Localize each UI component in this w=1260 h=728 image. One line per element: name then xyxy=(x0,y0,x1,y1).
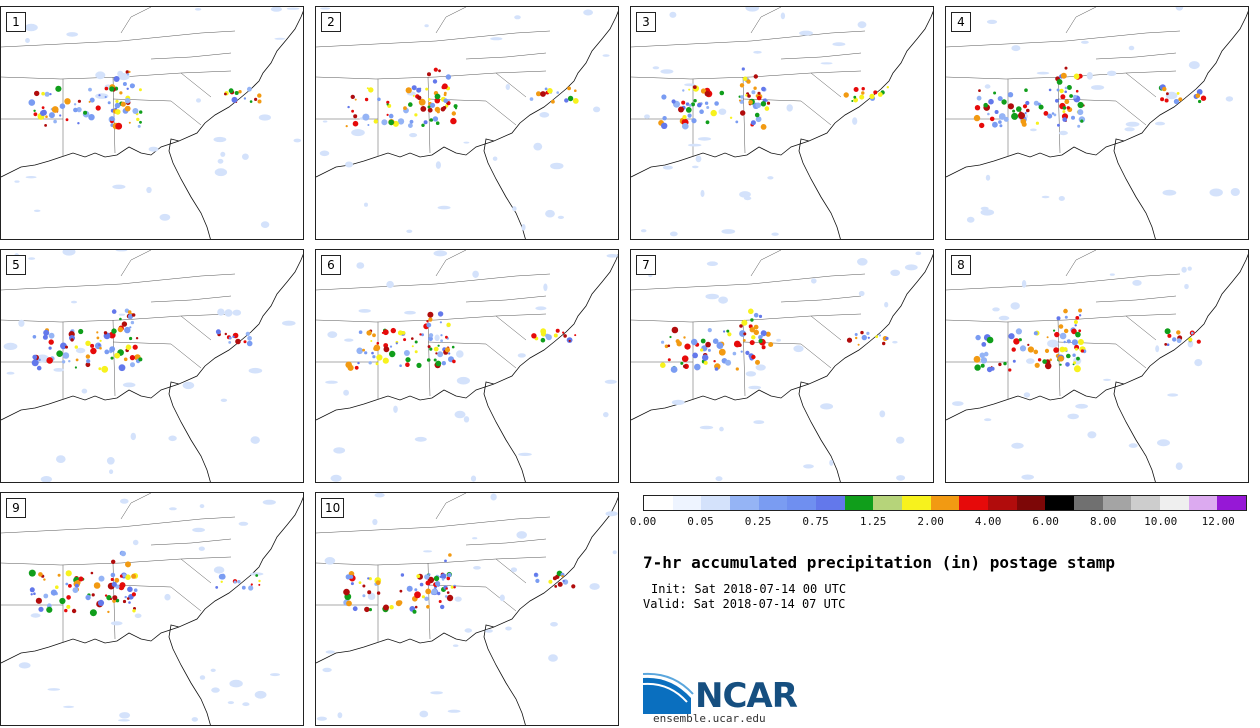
plot-title: 7-hr accumulated precipitation (in) post… xyxy=(643,553,1116,572)
stamp-panel-7: 7 xyxy=(630,249,934,483)
colorbar-tick-label: 0.75 xyxy=(802,515,829,528)
colorbar-swatch xyxy=(701,496,731,510)
stamp-panel-2: 2 xyxy=(315,6,619,240)
member-label: 8 xyxy=(951,255,971,275)
member-label: 7 xyxy=(636,255,656,275)
member-label: 1 xyxy=(6,12,26,32)
precip-map xyxy=(631,250,933,482)
precip-map xyxy=(946,7,1248,239)
colorbar-tick-label: 0.00 xyxy=(629,515,657,528)
ncar-logo-text: NCAR xyxy=(695,676,798,716)
ncar-logo-swoosh-icon xyxy=(643,672,694,714)
precip-map xyxy=(1,493,303,725)
valid-time: Valid: Sat 2018-07-14 07 UTC xyxy=(643,597,846,611)
stamp-panel-10: 10 xyxy=(315,492,619,726)
colorbar-swatch xyxy=(873,496,903,510)
colorbar-swatch xyxy=(816,496,845,510)
colorbar-swatch xyxy=(758,496,788,510)
precip-map xyxy=(1,250,303,482)
colorbar-swatch xyxy=(1131,496,1161,510)
precip-map xyxy=(316,493,618,725)
member-label: 10 xyxy=(321,498,345,518)
colorbar-swatch xyxy=(930,496,960,510)
colorbar-swatch xyxy=(1045,496,1075,510)
colorbar-swatch xyxy=(959,496,989,510)
stamp-panel-3: 3 xyxy=(630,6,934,240)
precip-map xyxy=(316,7,618,239)
member-label: 5 xyxy=(6,255,26,275)
stamp-panel-5: 5 xyxy=(0,249,304,483)
member-label: 3 xyxy=(636,12,656,32)
colorbar-swatch xyxy=(1016,496,1046,510)
member-label: 6 xyxy=(321,255,341,275)
colorbar-tick-label: 8.00 xyxy=(1089,515,1117,528)
stamp-panel-4: 4 xyxy=(945,6,1249,240)
stamp-panel-9: 9 xyxy=(0,492,304,726)
ncar-logo-url: ensemble.ucar.edu xyxy=(653,712,766,725)
colorbar-swatch xyxy=(1160,496,1189,510)
stamp-panel-6: 6 xyxy=(315,249,619,483)
init-time: Init: Sat 2018-07-14 00 UTC xyxy=(651,582,847,596)
member-label: 9 xyxy=(6,498,26,518)
colorbar-tick-label: 0.05 xyxy=(687,515,714,528)
colorbar-swatch xyxy=(1074,496,1103,510)
precip-map xyxy=(631,7,933,239)
colorbar-swatch xyxy=(730,496,759,510)
colorbar-swatch xyxy=(644,496,673,510)
stamp-panel-1: 1 xyxy=(0,6,304,240)
precip-map xyxy=(946,250,1248,482)
member-label: 4 xyxy=(951,12,971,32)
precip-map xyxy=(316,250,618,482)
colorbar-swatch xyxy=(1188,496,1218,510)
colorbar-swatch xyxy=(988,496,1017,510)
stamp-panel-8: 8 xyxy=(945,249,1249,483)
colorbar-tick-label: 12.00 xyxy=(1201,515,1235,528)
member-label: 2 xyxy=(321,12,341,32)
colorbar-swatch xyxy=(787,496,817,510)
colorbar-tick-label: 1.25 xyxy=(859,515,887,528)
colorbar-swatch xyxy=(844,496,874,510)
colorbar-swatch xyxy=(672,496,702,510)
colorbar-tick-label: 6.00 xyxy=(1032,515,1059,528)
colorbar-tick-label: 0.25 xyxy=(744,515,772,528)
colorbar-tick-label: 10.00 xyxy=(1144,515,1178,528)
colorbar-swatch xyxy=(902,496,931,510)
colorbar-swatch xyxy=(1102,496,1132,510)
colorbar-tick-label: 4.00 xyxy=(974,515,1002,528)
colorbar-swatch xyxy=(1217,496,1247,510)
colorbar-tick-label: 2.00 xyxy=(917,515,944,528)
precip-colorbar xyxy=(643,495,1247,511)
precip-map xyxy=(1,7,303,239)
